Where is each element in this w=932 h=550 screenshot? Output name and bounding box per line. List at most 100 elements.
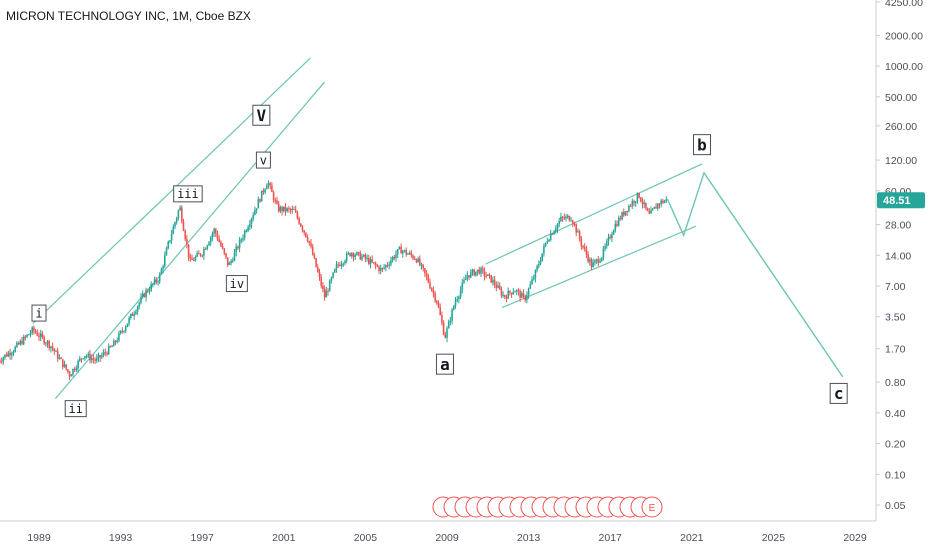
candle bbox=[463, 276, 465, 284]
candle bbox=[109, 345, 112, 348]
candle bbox=[79, 355, 81, 363]
candle bbox=[147, 288, 149, 293]
price-tick-label: 120.00 bbox=[885, 155, 917, 167]
candle bbox=[325, 286, 328, 298]
candle bbox=[169, 240, 171, 244]
candle bbox=[206, 244, 209, 251]
candle bbox=[432, 286, 435, 298]
candle bbox=[543, 243, 545, 257]
candlestick-series bbox=[0, 180, 668, 381]
candle bbox=[56, 347, 59, 362]
wave-label-ii: ii bbox=[64, 400, 87, 418]
candle bbox=[201, 254, 203, 258]
price-tick-label: 500.00 bbox=[885, 92, 917, 104]
chart-title: MICRON TECHNOLOGY INC, 1M, Cboe BZX bbox=[6, 9, 251, 23]
candle bbox=[68, 370, 71, 381]
candle bbox=[374, 261, 377, 270]
wave-label-iv: iv bbox=[225, 275, 248, 293]
candle bbox=[138, 301, 141, 310]
candle bbox=[121, 327, 124, 334]
candle bbox=[456, 295, 458, 303]
candle bbox=[97, 352, 100, 362]
candle bbox=[487, 274, 489, 277]
candle bbox=[560, 212, 562, 223]
candle bbox=[422, 264, 424, 272]
candle bbox=[606, 238, 608, 249]
wave-label-iii: iii bbox=[173, 185, 203, 203]
candle bbox=[19, 339, 22, 346]
candle bbox=[415, 258, 418, 264]
candle bbox=[266, 183, 268, 190]
candle bbox=[373, 262, 375, 265]
candle bbox=[177, 209, 180, 221]
candle bbox=[368, 254, 370, 266]
candle bbox=[334, 268, 336, 274]
candle bbox=[398, 246, 401, 250]
candle bbox=[650, 206, 652, 214]
candle bbox=[340, 260, 343, 270]
candle bbox=[453, 305, 455, 311]
candle bbox=[504, 294, 506, 300]
candle bbox=[342, 262, 345, 267]
candle bbox=[323, 285, 326, 301]
candle bbox=[473, 268, 475, 277]
candle bbox=[402, 249, 404, 258]
candle bbox=[158, 272, 161, 285]
candle bbox=[160, 267, 163, 275]
candle bbox=[303, 229, 305, 236]
candle bbox=[641, 197, 644, 209]
candle bbox=[498, 282, 501, 290]
svg-text:i: i bbox=[35, 306, 42, 320]
candle bbox=[293, 206, 295, 211]
candle bbox=[572, 219, 574, 228]
candle bbox=[233, 248, 236, 262]
candle bbox=[583, 243, 586, 252]
time-tick-label: 2013 bbox=[517, 532, 541, 544]
price-axis[interactable]: 4250.002000.001000.00500.00260.00120.006… bbox=[875, 0, 925, 521]
svg-text:v: v bbox=[260, 153, 267, 167]
candle bbox=[356, 251, 358, 256]
candle bbox=[369, 256, 372, 269]
candle bbox=[600, 257, 603, 263]
candle bbox=[332, 272, 334, 279]
candle bbox=[240, 237, 243, 244]
candle bbox=[192, 257, 195, 261]
candle bbox=[449, 316, 452, 326]
candle bbox=[335, 261, 338, 273]
candle bbox=[407, 252, 409, 255]
candle bbox=[624, 210, 627, 217]
candle bbox=[357, 251, 360, 257]
candle bbox=[213, 227, 215, 238]
price-tick-label: 4250.00 bbox=[885, 0, 923, 9]
candle bbox=[660, 198, 662, 208]
candle bbox=[36, 329, 39, 337]
earnings-event-icon[interactable] bbox=[641, 496, 663, 518]
candle bbox=[260, 190, 263, 202]
candle bbox=[318, 268, 321, 281]
candle bbox=[82, 357, 84, 360]
candle bbox=[152, 283, 154, 288]
candle bbox=[281, 205, 283, 216]
candle bbox=[92, 354, 95, 364]
candle bbox=[575, 223, 577, 237]
earnings-events[interactable]: E bbox=[432, 496, 663, 518]
candle bbox=[259, 198, 261, 203]
candle bbox=[657, 203, 659, 211]
candle bbox=[181, 205, 183, 224]
candle bbox=[294, 205, 297, 213]
candle bbox=[208, 241, 210, 246]
price-tick-label: 28.00 bbox=[885, 220, 911, 232]
candle bbox=[4, 354, 6, 360]
candle bbox=[538, 260, 540, 269]
candle bbox=[5, 351, 8, 358]
svg-text:iii: iii bbox=[177, 187, 199, 201]
candle bbox=[75, 365, 78, 373]
candle bbox=[288, 205, 290, 213]
candle bbox=[391, 255, 394, 263]
candle bbox=[553, 229, 555, 235]
time-axis[interactable]: 1989 1993 1997 2001 2005 2009 2013 2017 2021 2025… bbox=[0, 520, 876, 544]
candle bbox=[352, 252, 355, 262]
candle bbox=[51, 342, 54, 352]
candle bbox=[29, 330, 32, 338]
